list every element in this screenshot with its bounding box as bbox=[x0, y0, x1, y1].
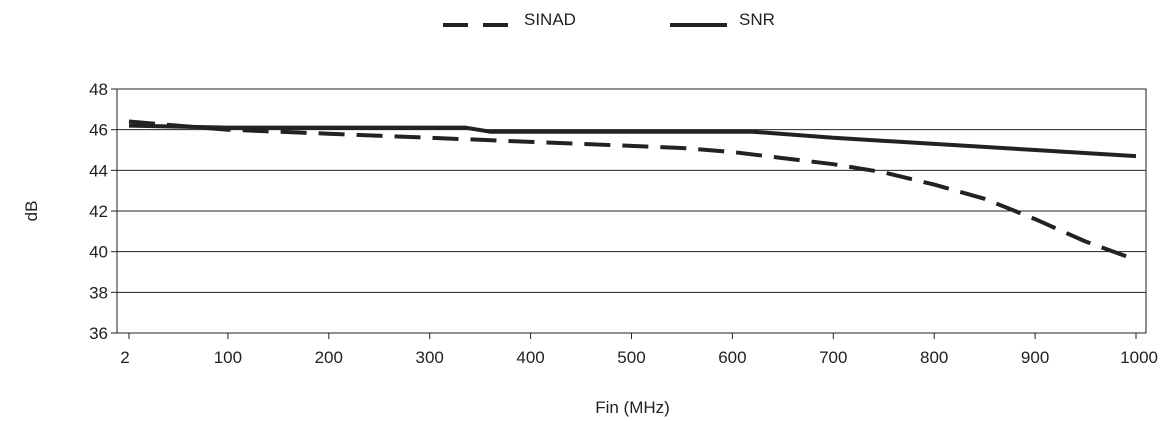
x-tick-label-700: 700 bbox=[819, 348, 847, 367]
legend: SINAD SNR bbox=[443, 10, 775, 29]
x-tick-label-600: 600 bbox=[718, 348, 746, 367]
x-axis-title: Fin (MHz) bbox=[595, 398, 670, 417]
y-tick-label-40: 40 bbox=[89, 243, 108, 262]
x-tick-label-100: 100 bbox=[214, 348, 242, 367]
y-axis-title: dB bbox=[22, 201, 41, 222]
x-tick-label-2: 2 bbox=[120, 348, 129, 367]
x-tick-label-300: 300 bbox=[415, 348, 443, 367]
y-tick-label-38: 38 bbox=[89, 283, 108, 302]
legend-label-snr: SNR bbox=[739, 10, 775, 29]
y-tick-label-44: 44 bbox=[89, 161, 108, 180]
legend-label-sinad: SINAD bbox=[524, 10, 576, 29]
y-tick-label-46: 46 bbox=[89, 121, 108, 140]
series-lines bbox=[128, 119, 1137, 262]
x-tick-label-800: 800 bbox=[920, 348, 948, 367]
y-tick-label-42: 42 bbox=[89, 202, 108, 221]
y-axis-ticks: 36 38 40 42 44 46 48 bbox=[89, 80, 117, 343]
x-tick-label-500: 500 bbox=[617, 348, 645, 367]
gridlines bbox=[117, 129, 1146, 293]
x-tick-label-1000: 1000 bbox=[1120, 348, 1158, 367]
x-tick-label-400: 400 bbox=[516, 348, 544, 367]
y-tick-label-48: 48 bbox=[89, 80, 108, 99]
series-line-sinad bbox=[128, 119, 1137, 262]
x-tick-label-200: 200 bbox=[315, 348, 343, 367]
x-tick-label-900: 900 bbox=[1021, 348, 1049, 367]
series-line-snr bbox=[128, 123, 1137, 159]
x-axis-ticks: 2 100 200 300 400 500 600 700 800 900 1000 bbox=[120, 333, 1158, 367]
y-tick-label-36: 36 bbox=[89, 324, 108, 343]
